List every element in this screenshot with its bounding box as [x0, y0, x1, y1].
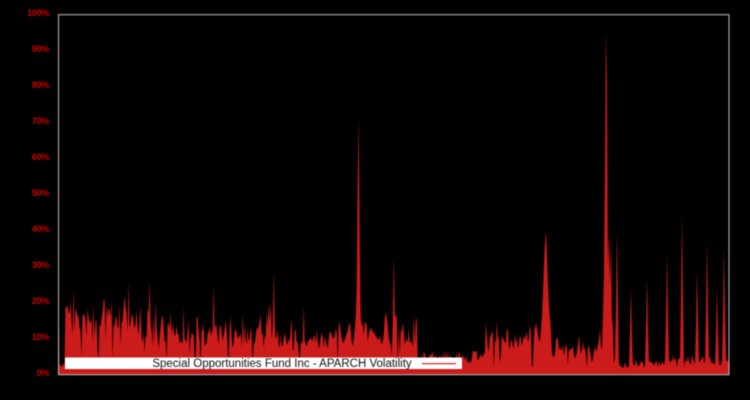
svg-text:Special Opportunities Fund Inc: Special Opportunities Fund Inc - APARCH … [152, 358, 412, 370]
